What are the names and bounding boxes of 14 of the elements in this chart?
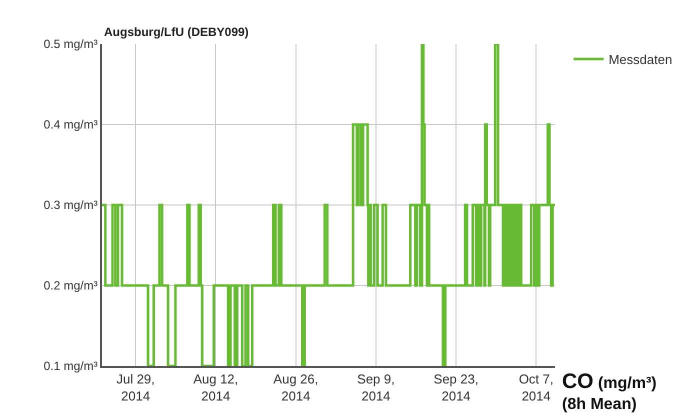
- y-tick-label: 0.3 mg/m³: [44, 198, 98, 212]
- y-tick-label: 0.4 mg/m³: [44, 118, 98, 132]
- x-tick-label: Oct 7, 2014: [518, 372, 554, 404]
- chart-title: Augsburg/LfU (DEBY099): [104, 25, 249, 39]
- x-tick-label: Jul 29, 2014: [116, 372, 155, 404]
- x-axis-title: CO (mg/m³) (8h Mean): [562, 370, 657, 413]
- x-tick-label: Sep 9, 2014: [357, 372, 395, 404]
- x-tick-label: Aug 26, 2014: [273, 372, 318, 404]
- y-tick-label: 0.5 mg/m³: [44, 37, 98, 52]
- x-tick-label: Sep 23, 2014: [434, 372, 478, 404]
- y-tick-label: 0.2 mg/m³: [44, 278, 98, 293]
- x-tick-label: Aug 12, 2014: [193, 372, 238, 404]
- y-tick-label: 0.1 mg/m³: [44, 359, 98, 374]
- legend-label: Messdaten: [608, 52, 672, 68]
